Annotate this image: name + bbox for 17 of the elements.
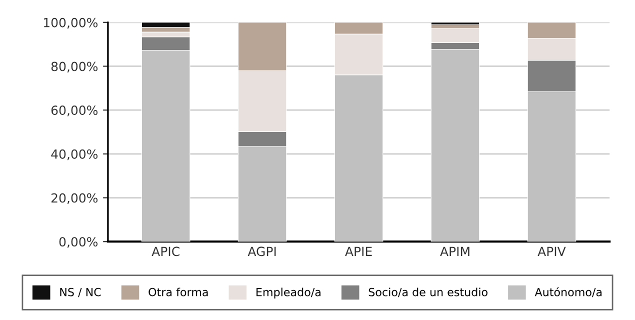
- x-tick-label: AGPI: [248, 246, 276, 256]
- legend-label: Empleado/a: [256, 288, 320, 298]
- y-tick-label: 60,00%: [51, 106, 98, 116]
- x-tick-label: APIE: [345, 246, 372, 256]
- legend-label: NS / NC: [60, 288, 101, 298]
- y-tick-label: 40,00%: [51, 149, 98, 160]
- legend-label: Socio/a de un estudio: [368, 288, 488, 298]
- y-tick-label: 20,00%: [51, 193, 98, 204]
- x-tick-label: APIC: [152, 246, 180, 256]
- legend-label: Autónomo/a: [534, 287, 602, 298]
- y-tick-label: 0,00%: [59, 237, 98, 248]
- bar: [430, 22, 480, 25]
- legend-label: Otra forma: [148, 288, 208, 296]
- y-tick-label: 100,00%: [44, 18, 98, 29]
- y-tick-label: 80,00%: [51, 62, 98, 72]
- x-tick-label: APIV: [538, 246, 566, 256]
- x-tick-label: APIM: [440, 246, 470, 256]
